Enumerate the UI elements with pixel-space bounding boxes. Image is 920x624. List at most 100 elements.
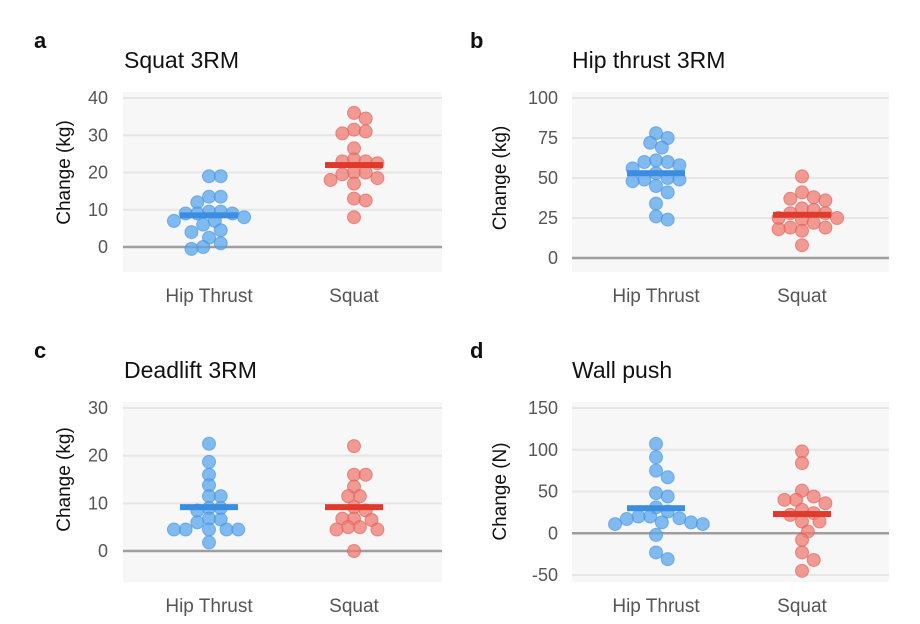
data-point (643, 135, 658, 150)
data-point (219, 522, 234, 537)
data-point (202, 535, 216, 550)
data-point (358, 124, 373, 139)
chart-plot: 0 10 20 30 Change (kg) Hip Thrust Squat (54, 398, 442, 617)
x-category-label: Hip Thrust (165, 596, 253, 617)
data-point (166, 213, 181, 228)
data-point (347, 544, 361, 558)
x-category-label: Squat (329, 286, 379, 307)
data-point (795, 223, 809, 238)
y-tick-label: 0 (98, 237, 108, 257)
data-point (795, 545, 809, 560)
data-point (608, 517, 623, 532)
y-tick-label: 150 (528, 398, 558, 418)
y-tick-label: 30 (88, 398, 108, 418)
data-point (347, 439, 361, 454)
data-point (660, 489, 675, 504)
y-tick-label: 20 (88, 163, 108, 183)
data-point (783, 220, 798, 235)
data-point (806, 552, 821, 567)
data-point (795, 169, 809, 184)
data-point (649, 196, 663, 211)
data-point (649, 450, 663, 465)
y-axis-title: Change (kg) (54, 120, 75, 225)
data-point (660, 212, 675, 227)
data-point (649, 527, 663, 542)
data-point (202, 169, 216, 184)
data-point (649, 545, 663, 560)
y-tick-label: 25 (538, 208, 558, 228)
data-point (196, 217, 211, 232)
data-point (672, 158, 687, 173)
data-point (196, 240, 211, 254)
y-tick-label: 50 (538, 482, 558, 502)
chart-title: Deadlift 3RM (124, 357, 257, 383)
data-point (783, 191, 798, 206)
data-point (190, 515, 205, 530)
data-point (347, 210, 361, 225)
mean-bar (325, 504, 383, 511)
mean-bar (773, 511, 831, 518)
data-point (347, 191, 361, 206)
data-point (358, 111, 373, 126)
data-point (649, 436, 663, 451)
x-category-label: Hip Thrust (612, 286, 700, 307)
data-point (184, 241, 199, 256)
y-tick-label: 30 (88, 125, 108, 145)
data-point (347, 176, 361, 191)
y-tick-label: 75 (538, 128, 558, 148)
chart-plot: 0 10 20 30 40 Change (kg) Hip Thrust Squat (54, 88, 442, 307)
data-point (625, 174, 640, 189)
panel-letter: d (470, 338, 484, 363)
y-axis-title: Change (kg) (54, 427, 75, 532)
data-point (619, 512, 634, 527)
y-tick-label: 0 (548, 523, 558, 543)
plot-background (123, 92, 442, 272)
data-point (335, 126, 350, 141)
data-point (660, 155, 675, 169)
panel-letter: c (34, 338, 47, 363)
mean-bar (773, 211, 831, 218)
data-point (637, 155, 652, 169)
x-category-label: Hip Thrust (612, 596, 700, 617)
y-axis-title: Change (N) (490, 442, 511, 540)
data-point (830, 211, 845, 225)
data-point (323, 172, 338, 187)
data-point (660, 185, 675, 200)
mean-bar (627, 505, 685, 512)
data-point (777, 492, 792, 507)
chart-plot: -50 0 50 100 150 Change (N) Hip Thrust Squat (490, 398, 889, 617)
data-point (213, 223, 228, 238)
data-point (202, 436, 216, 451)
data-point (818, 496, 833, 511)
data-point (341, 520, 356, 535)
data-point (660, 552, 675, 567)
chart-title: Wall push (572, 357, 673, 383)
data-point (795, 238, 809, 253)
data-point (166, 522, 181, 537)
panel-letter: a (34, 28, 47, 53)
data-point (771, 222, 786, 237)
x-category-label: Squat (777, 596, 827, 617)
data-point (795, 532, 809, 547)
panel-d: d Wall push -50 0 50 100 150 Change (N) Hip Th… (460, 312, 920, 624)
data-point (329, 522, 344, 537)
data-point (358, 467, 373, 482)
y-tick-label: 20 (88, 446, 108, 466)
data-point (335, 167, 350, 182)
data-point (649, 486, 663, 501)
data-point (237, 210, 252, 225)
data-point (213, 489, 228, 504)
y-tick-label: 10 (88, 493, 108, 513)
data-point (643, 509, 658, 524)
y-tick-label: 40 (88, 88, 108, 108)
data-point (184, 225, 199, 240)
chart-plot: 0 25 50 75 100 Change (kg) Hip Thrust Squat (490, 88, 889, 307)
y-tick-label: 10 (88, 200, 108, 220)
data-point (358, 193, 373, 208)
chart-title: Squat 3RM (124, 47, 240, 73)
y-tick-label: 0 (98, 541, 108, 561)
y-axis-title: Change (kg) (490, 126, 511, 231)
y-tick-label: -50 (532, 565, 558, 585)
data-point (795, 444, 809, 459)
data-point (352, 520, 367, 535)
